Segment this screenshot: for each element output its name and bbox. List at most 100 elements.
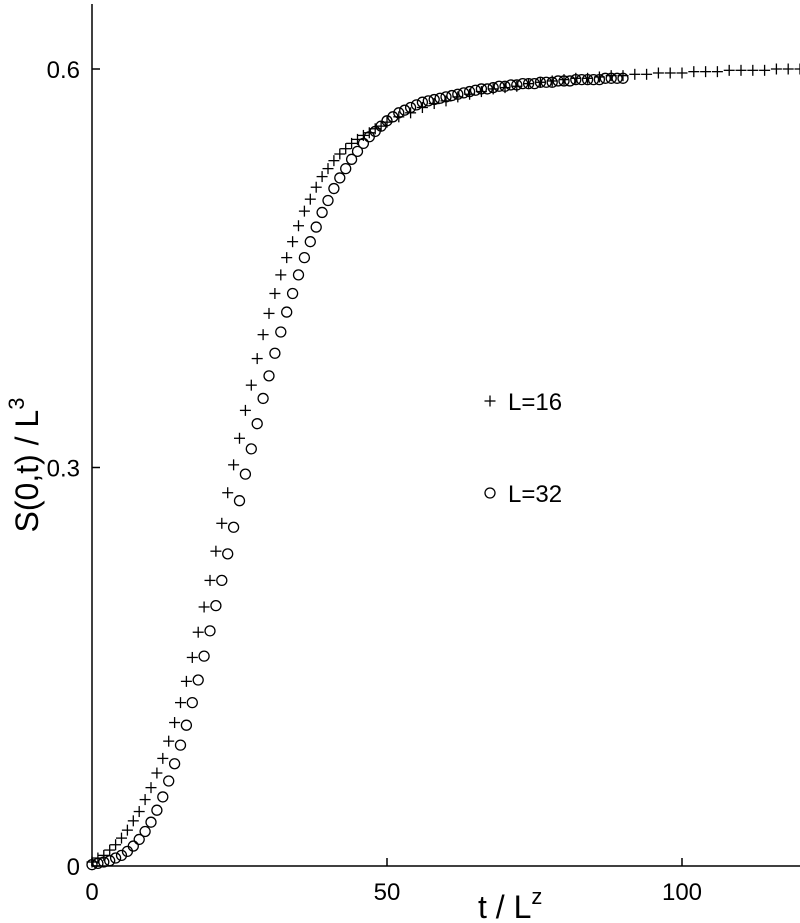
data-point-plus bbox=[311, 182, 322, 193]
data-point-circle bbox=[317, 207, 327, 217]
data-point-plus bbox=[340, 143, 351, 154]
data-point-circle bbox=[341, 164, 351, 174]
data-point-circle bbox=[329, 184, 339, 194]
data-point-circle bbox=[282, 307, 292, 317]
data-point-circle bbox=[193, 675, 203, 685]
data-point-circle bbox=[600, 73, 610, 83]
data-point-circle bbox=[270, 348, 280, 358]
data-point-plus bbox=[134, 806, 145, 817]
legend: L=16 L=32 bbox=[485, 389, 563, 508]
data-point-circle bbox=[294, 270, 304, 280]
data-point-plus bbox=[334, 149, 345, 160]
data-point-plus bbox=[210, 546, 221, 557]
data-point-circle bbox=[246, 444, 256, 454]
axes bbox=[92, 4, 800, 866]
data-point-circle bbox=[140, 826, 150, 836]
data-point-plus bbox=[264, 308, 275, 319]
data-point-circle bbox=[412, 100, 422, 110]
data-point-circle bbox=[105, 856, 115, 866]
x-axis-label: t / Lz bbox=[478, 884, 542, 923]
data-point-plus bbox=[240, 405, 251, 416]
data-point-plus bbox=[275, 269, 286, 280]
data-point-circle bbox=[240, 469, 250, 479]
data-point-circle bbox=[164, 776, 174, 786]
data-point-circle bbox=[235, 496, 245, 506]
data-point-circle bbox=[217, 575, 227, 585]
x-tick-label: 0 bbox=[85, 879, 98, 906]
data-point-plus bbox=[222, 487, 233, 498]
data-point-plus bbox=[146, 782, 157, 793]
data-point-plus bbox=[323, 163, 334, 174]
y-axis-label-superscript: 3 bbox=[4, 398, 29, 410]
legend-plus-mark bbox=[485, 396, 496, 407]
data-point-circle bbox=[276, 327, 286, 337]
x-tick-label: 100 bbox=[662, 879, 702, 906]
legend-circle-mark bbox=[485, 488, 495, 498]
data-point-plus bbox=[653, 67, 664, 78]
data-point-circle bbox=[152, 805, 162, 815]
data-point-circle bbox=[577, 75, 587, 85]
data-point-plus bbox=[299, 206, 310, 217]
data-point-plus bbox=[736, 65, 747, 76]
data-point-circle bbox=[252, 419, 262, 429]
data-point-circle bbox=[211, 601, 221, 611]
data-point-circle bbox=[264, 371, 274, 381]
data-point-plus bbox=[747, 65, 758, 76]
data-point-plus bbox=[140, 794, 151, 805]
data-point-circle bbox=[170, 759, 180, 769]
data-point-plus bbox=[771, 64, 782, 75]
data-point-circle bbox=[128, 841, 138, 851]
y-axis-label: S(0,t) / L3 bbox=[4, 398, 45, 533]
data-point-plus bbox=[205, 575, 216, 586]
data-point-plus bbox=[269, 288, 280, 299]
data-point-circle bbox=[506, 80, 516, 90]
data-point-plus bbox=[163, 736, 174, 747]
data-point-plus bbox=[258, 329, 269, 340]
data-point-circle bbox=[187, 698, 197, 708]
data-point-circle bbox=[612, 73, 622, 83]
data-point-circle bbox=[400, 105, 410, 115]
data-point-plus bbox=[175, 697, 186, 708]
legend-item-l32: L=32 bbox=[485, 481, 562, 508]
data-point-plus bbox=[317, 171, 328, 182]
data-point-plus bbox=[795, 64, 800, 75]
data-point-circle bbox=[299, 253, 309, 263]
y-tick-label: 0.3 bbox=[47, 456, 80, 483]
data-point-plus bbox=[193, 627, 204, 638]
data-point-plus bbox=[110, 839, 121, 850]
data-point-plus bbox=[759, 65, 770, 76]
data-point-circle bbox=[494, 81, 504, 91]
data-point-circle bbox=[146, 817, 156, 827]
data-point-plus bbox=[287, 236, 298, 247]
data-point-plus bbox=[128, 815, 139, 826]
data-point-plus bbox=[181, 676, 192, 687]
data-point-plus bbox=[677, 67, 688, 78]
data-point-plus bbox=[246, 380, 257, 391]
data-point-plus bbox=[252, 353, 263, 364]
data-point-circle bbox=[589, 75, 599, 85]
legend-marker-circle-icon bbox=[485, 488, 495, 498]
data-point-circle bbox=[229, 522, 239, 532]
data-point-plus bbox=[157, 753, 168, 764]
data-point-plus bbox=[783, 64, 794, 75]
data-point-circle bbox=[311, 222, 321, 232]
data-point-circle bbox=[335, 173, 345, 183]
data-point-circle bbox=[288, 288, 298, 298]
data-point-circle bbox=[199, 651, 209, 661]
data-point-plus bbox=[122, 825, 133, 836]
data-point-plus bbox=[169, 717, 180, 728]
data-point-plus bbox=[700, 66, 711, 77]
x-axis-label-superscript: z bbox=[531, 884, 542, 909]
data-point-circle bbox=[323, 196, 333, 206]
x-tick-label: 50 bbox=[374, 879, 401, 906]
y-tick-label: 0 bbox=[67, 854, 80, 881]
data-point-circle bbox=[223, 549, 233, 559]
y-tick-label: 0.6 bbox=[47, 57, 80, 84]
data-point-plus bbox=[641, 69, 652, 80]
data-point-circle bbox=[111, 853, 121, 863]
data-point-plus bbox=[665, 67, 676, 78]
legend-label-l32: L=32 bbox=[508, 481, 562, 508]
data-point-plus bbox=[116, 833, 127, 844]
legend-label-l16: L=16 bbox=[508, 389, 562, 416]
